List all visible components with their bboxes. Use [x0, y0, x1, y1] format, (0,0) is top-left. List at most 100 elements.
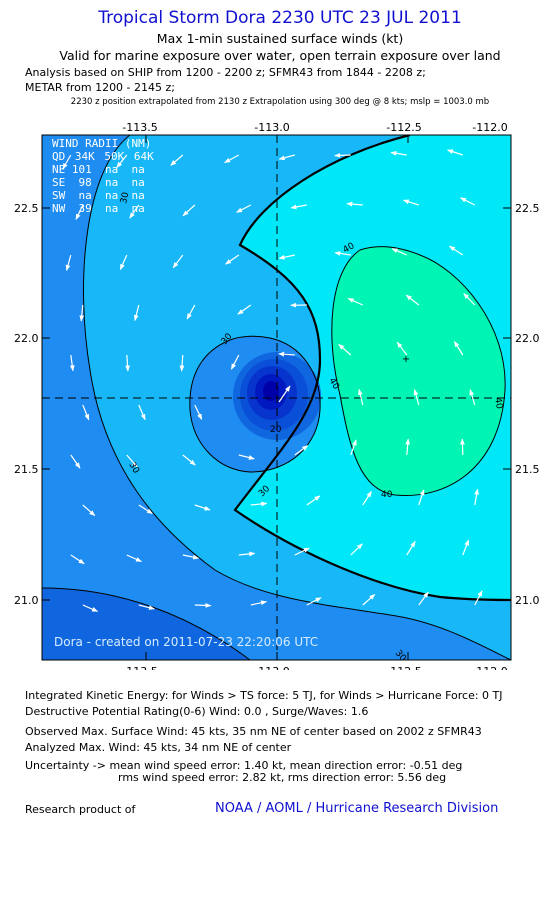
wind-vector-arrow: [126, 454, 138, 468]
wind-vector-arrow: [334, 251, 351, 256]
contour-label-40-c: 40: [381, 490, 393, 500]
metar-line: METAR from 1200 - 2145 z;: [25, 81, 175, 94]
research-label: Research product of: [25, 803, 136, 816]
organization-name: NOAA / AOML / Hurricane Research Divisio…: [215, 801, 499, 816]
wind-field: + 30 30 30 30 30 40 40 40 40 20 WIND RAD…: [42, 135, 511, 664]
wind-vector-arrow: [194, 602, 212, 608]
max-wind-marker: +: [402, 354, 410, 365]
wind-vector-arrow: [402, 199, 419, 206]
wind-vector-arrow: [186, 304, 196, 320]
wind-map: + 30 30 30 30 30 40 40 40 40 20 WIND RAD…: [14, 121, 540, 670]
wind-vector-arrow: [459, 197, 476, 206]
wind-vector-arrow: [133, 304, 140, 322]
wind-vector-arrow: [116, 154, 128, 168]
wind-vector-arrow: [350, 543, 363, 556]
wind-region-sw-low: [42, 588, 250, 660]
y-tick-right-3: 21.5: [515, 463, 540, 476]
wind-vector-arrow: [125, 354, 130, 372]
wind-vector-arrow: [306, 495, 321, 506]
wind-vector-arrow: [138, 604, 155, 610]
wind-vector-arrow: [462, 539, 470, 556]
wind-vector-arrow: [474, 590, 483, 606]
uncertainty-line-2: rms wind speed error: 2.82 kt, rms direc…: [118, 771, 447, 784]
wind-vector-arrow: [338, 343, 352, 356]
map-credit: Dora - created on 2011-07-23 22:20:06 UT…: [54, 635, 318, 649]
wind-region-40-50: [331, 246, 506, 496]
contour-label-30-e: 30: [393, 649, 408, 664]
ike-line: Integrated Kinetic Energy: for Winds > T…: [25, 689, 503, 702]
wind-vector-arrow: [306, 597, 322, 606]
wind-vector-arrow: [334, 152, 351, 158]
wind-vector-arrow: [350, 439, 357, 456]
x-tick-top-3: -112.5: [386, 121, 421, 134]
center-motion-arrow: [278, 385, 291, 403]
x-tick-bottom-3: -112.5: [386, 665, 421, 670]
wind-vector-arrow: [138, 404, 146, 421]
wind-vector-arrow: [418, 591, 429, 606]
observed-max-line: Observed Max. Surface Wind: 45 kts, 35 n…: [25, 725, 482, 738]
wind-vector-arrow: [469, 389, 476, 406]
wind-vector-arrow: [194, 504, 211, 511]
wind-vector-arrow: [278, 154, 295, 161]
uncertainty-line-1: Uncertainty -> mean wind speed error: 1.…: [25, 759, 463, 772]
wind-vector-arrow: [362, 593, 376, 606]
wind-radii-row: SE 98 na na: [52, 176, 145, 189]
wind-vector-arrow: [418, 489, 425, 506]
wind-vector-arrow: [238, 551, 256, 557]
wind-vector-arrow: [346, 201, 363, 207]
wind-vector-arrow: [358, 388, 364, 406]
wind-vector-arrow: [294, 547, 310, 556]
x-tick-bottom-1: -113.5: [122, 665, 157, 670]
x-tick-top-4: -112.0: [472, 121, 507, 134]
wind-vector-arrow: [405, 438, 411, 456]
wind-vector-arrow: [172, 254, 184, 269]
y-tick-right-2: 22.0: [515, 332, 540, 345]
y-tick-left-1: 22.5: [14, 202, 39, 215]
wind-vector-arrow: [225, 254, 240, 265]
wind-vector-arrow: [129, 204, 140, 219]
wind-vectors: [62, 149, 483, 612]
wind-vector-arrow: [69, 354, 75, 372]
wind-vector-arrow: [406, 540, 416, 556]
wind-vector-arrow: [82, 404, 90, 421]
wind-vector-arrow: [224, 154, 240, 164]
x-tick-bottom-4: -112.0: [472, 665, 507, 670]
x-tick-top-2: -113.0: [254, 121, 289, 134]
wind-vector-arrow: [290, 204, 307, 210]
wind-vector-arrow: [182, 454, 196, 466]
y-tick-left-2: 22.0: [14, 332, 39, 345]
wind-vector-arrow: [75, 204, 84, 221]
position-line: 2230 z position extrapolated from 2130 z…: [70, 97, 490, 107]
x-tick-bottom-2: -113.0: [254, 665, 289, 670]
wind-vector-arrow: [82, 604, 99, 612]
wind-vector-arrow: [250, 501, 268, 507]
wind-vector-arrow: [390, 150, 407, 156]
wind-vector-arrow: [126, 554, 142, 563]
wind-vector-arrow: [278, 351, 295, 357]
wind-vector-arrow: [70, 454, 81, 469]
wind-vector-arrow: [448, 245, 464, 256]
wind-vector-arrow: [237, 304, 252, 315]
wind-vector-arrow: [70, 554, 85, 565]
contour-34-ts-force: [233, 135, 511, 602]
x-tick-top-1: -113.5: [122, 121, 157, 134]
y-tick-left-4: 21.0: [14, 594, 39, 607]
wind-vector-arrow: [347, 297, 364, 306]
contour-label-40-b: 40: [492, 397, 504, 410]
wind-radii-header: QD 34K 50K 64K: [52, 150, 154, 163]
wind-vector-arrow: [236, 204, 252, 213]
y-tick-right-4: 21.0: [515, 594, 540, 607]
wind-vector-arrow: [182, 554, 200, 560]
analyzed-max-line: Analyzed Max. Wind: 45 kts, 34 nm NE of …: [25, 741, 292, 754]
wind-vector-arrow: [453, 340, 464, 356]
wind-vector-arrow: [447, 149, 463, 156]
wind-vector-arrow: [463, 293, 476, 306]
wind-radii-row: NW 39 na na: [52, 202, 145, 215]
wind-vector-arrow: [294, 445, 309, 456]
wind-vector-arrow: [362, 490, 372, 506]
wind-vector-arrow: [82, 504, 96, 517]
wind-vector-arrow: [460, 438, 465, 456]
wind-vector-arrow: [119, 254, 128, 271]
y-tick-right-1: 22.5: [515, 202, 540, 215]
contour-label-center: 20: [270, 425, 282, 435]
